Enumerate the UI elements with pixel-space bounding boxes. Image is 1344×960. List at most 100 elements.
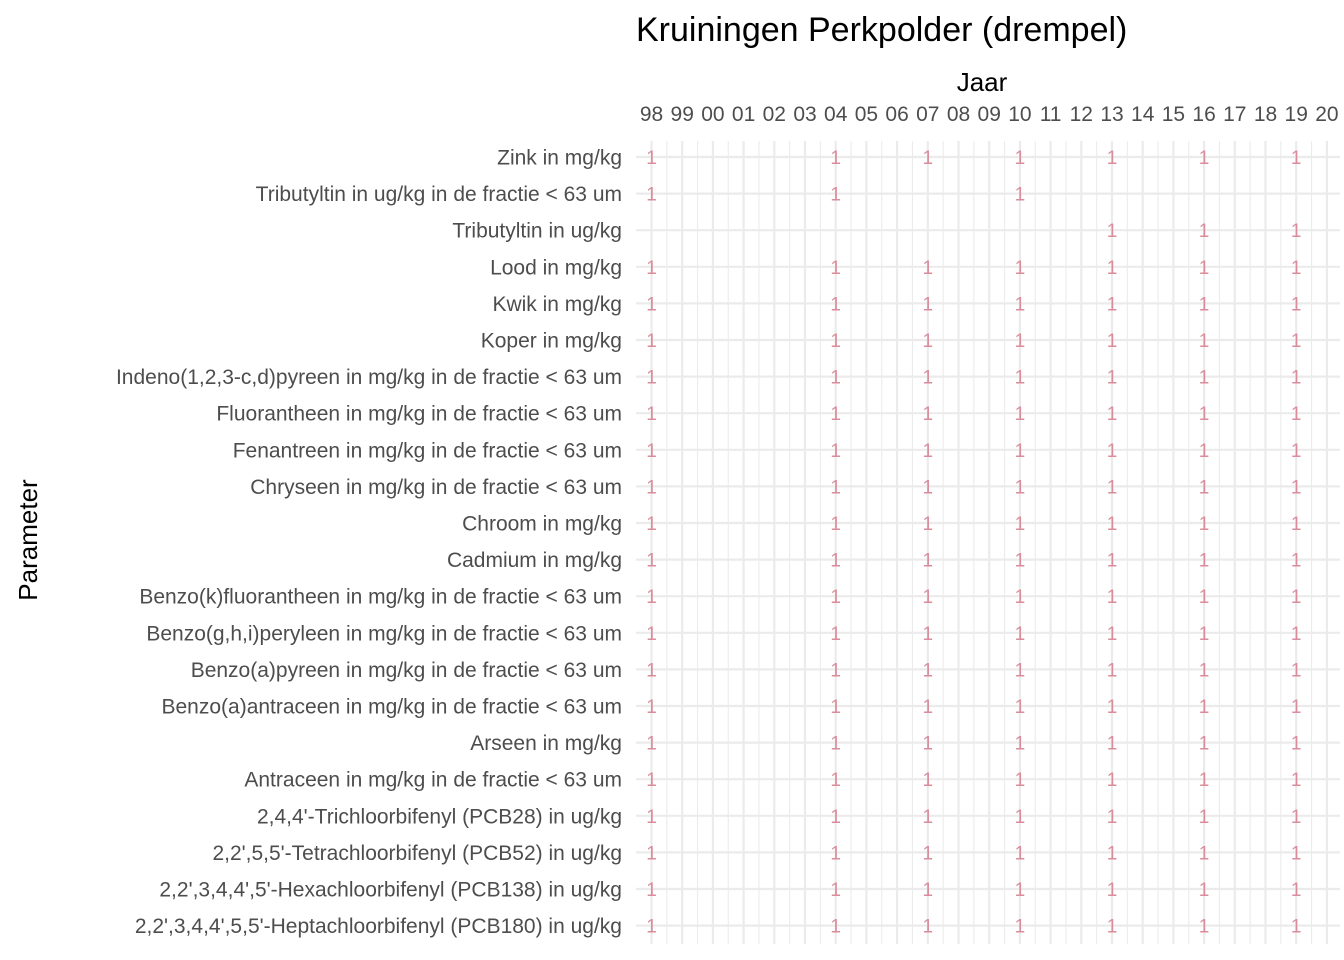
y-axis-title: Parameter [13,479,43,601]
x-tick-label: 17 [1223,103,1246,126]
cell-label: 1 [1199,294,1210,315]
x-tick-label: 03 [793,103,816,126]
cell-label: 1 [1199,477,1210,498]
cell-label: 1 [1107,587,1118,608]
y-tick-label: Lood in mg/kg [490,256,622,279]
y-tick-label: 2,2',3,4,4',5,5'-Heptachloorbifenyl (PCB… [135,915,622,938]
y-tick-label: Benzo(a)pyreen in mg/kg in de fractie < … [191,659,622,682]
cell-label: 1 [830,294,841,315]
x-tick-label: 04 [824,103,848,126]
cell-label: 1 [646,770,657,791]
cell-label: 1 [646,624,657,645]
cell-label: 1 [646,660,657,681]
cell-label: 1 [830,624,841,645]
cell-label: 1 [1291,734,1302,755]
cell-label: 1 [646,880,657,901]
cell-label: 1 [1291,660,1302,681]
cell-label: 1 [923,441,934,462]
cell-label: 1 [1291,807,1302,828]
cell-label: 1 [1015,477,1026,498]
cell-label: 1 [1199,770,1210,791]
cell-label: 1 [1107,368,1118,389]
cell-label: 1 [1107,258,1118,279]
cell-label: 1 [1291,368,1302,389]
x-tick-label: 07 [916,103,939,126]
cell-label: 1 [923,404,934,425]
cell-label: 1 [1199,624,1210,645]
cell-label: 1 [923,770,934,791]
cell-label: 1 [1015,185,1026,206]
cell-label: 1 [1015,917,1026,938]
cell-label: 1 [1199,221,1210,242]
x-tick-labels: 98 99 00 01 02 03 04 05 06 07 08 09 10 11 12 13 14 15 16 17… [640,103,1339,126]
cell-label: 1 [830,770,841,791]
cell-label: 1 [1291,917,1302,938]
cell-label: 1 [923,294,934,315]
cell-label: 1 [830,843,841,864]
cell-label: 1 [830,807,841,828]
grid-lines [636,141,1340,944]
cell-label: 1 [830,258,841,279]
cell-label: 1 [1107,148,1118,169]
cell-label: 1 [1107,404,1118,425]
x-tick-label: 02 [763,103,786,126]
y-tick-label: Indeno(1,2,3-c,d)pyreen in mg/kg in de f… [116,366,622,389]
cell-label: 1 [1107,734,1118,755]
cell-label: 1 [830,441,841,462]
cell-label: 1 [1291,770,1302,791]
x-tick-label: 14 [1131,103,1155,126]
cell-label: 1 [1015,770,1026,791]
cell-label: 1 [646,514,657,535]
cell-label: 1 [830,880,841,901]
cell-label: 1 [923,551,934,572]
cell-label: 1 [830,185,841,206]
cell-label: 1 [923,843,934,864]
cell-label: 1 [830,477,841,498]
cell-label: 1 [923,660,934,681]
x-tick-label: 08 [947,103,970,126]
cell-label: 1 [923,331,934,352]
cell-label: 1 [923,587,934,608]
cell-label: 1 [1199,514,1210,535]
x-tick-label: 18 [1254,103,1277,126]
cell-label: 1 [1291,258,1302,279]
cell-label: 1 [1107,441,1118,462]
cell-label: 1 [646,477,657,498]
x-tick-label: 16 [1192,103,1215,126]
cell-label: 1 [923,258,934,279]
cell-label: 1 [1015,843,1026,864]
cell-label: 1 [1107,331,1118,352]
cell-label: 1 [1199,660,1210,681]
y-tick-label: Fluorantheen in mg/kg in de fractie < 63… [216,403,622,426]
cell-label: 1 [1199,404,1210,425]
cell-label: 1 [1199,551,1210,572]
y-tick-label: Tributyltin in ug/kg [452,220,622,243]
cell-label: 1 [646,185,657,206]
cell-label: 1 [1015,404,1026,425]
y-tick-label: Chryseen in mg/kg in de fractie < 63 um [250,476,622,499]
y-tick-label: Benzo(g,h,i)peryleen in mg/kg in de frac… [146,622,622,645]
cell-label: 1 [923,917,934,938]
y-tick-label: Benzo(a)antraceen in mg/kg in de fractie… [161,696,622,719]
x-tick-label: 05 [855,103,878,126]
cell-label: 1 [1015,624,1026,645]
cell-label: 1 [646,843,657,864]
cell-label: 1 [830,148,841,169]
cell-label: 1 [1199,258,1210,279]
cell-label: 1 [830,660,841,681]
x-axis-title: Jaar [957,67,1008,97]
cell-label: 1 [1291,294,1302,315]
cell-label: 1 [830,404,841,425]
cell-label: 1 [923,624,934,645]
cell-label: 1 [1199,880,1210,901]
y-tick-label: Cadmium in mg/kg [447,549,622,572]
cell-label: 1 [1291,404,1302,425]
y-tick-label: 2,2',5,5'-Tetrachloorbifenyl (PCB52) in … [212,842,622,865]
cell-label: 1 [1015,294,1026,315]
cell-label: 1 [1107,770,1118,791]
x-tick-label: 11 [1040,103,1062,126]
cell-label: 1 [1199,331,1210,352]
cell-label: 1 [1291,514,1302,535]
cell-label: 1 [646,734,657,755]
